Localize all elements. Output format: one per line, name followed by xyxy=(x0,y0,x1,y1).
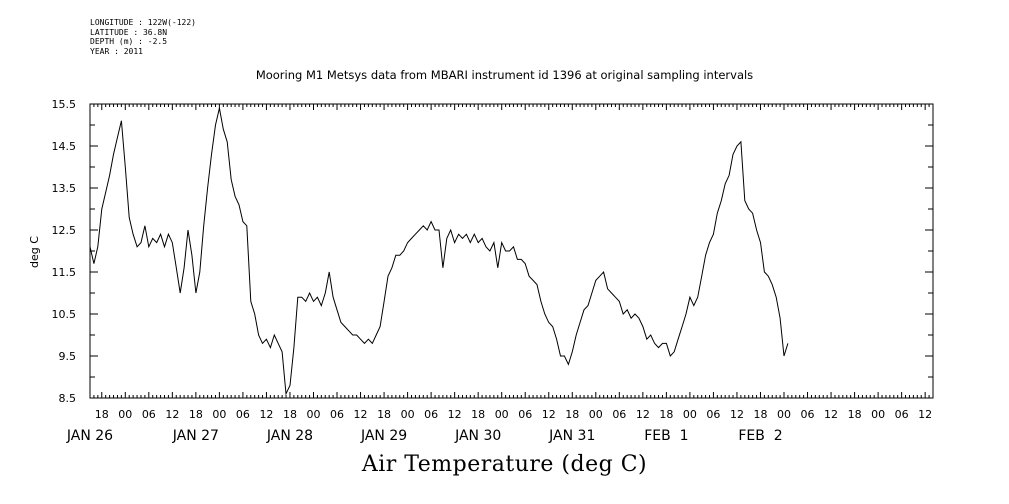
x-tick-label: 06 xyxy=(518,408,532,421)
x-tick-label: 06 xyxy=(801,408,815,421)
x-tick-label: 06 xyxy=(330,408,344,421)
chart-title: Mooring M1 Metsys data from MBARI instru… xyxy=(255,68,754,82)
series-line xyxy=(89,108,789,396)
x-tick-label: 06 xyxy=(424,408,438,421)
chart-caption: Air Temperature (deg C) xyxy=(361,452,648,477)
x-tick-label: 12 xyxy=(448,408,462,421)
meta-longitude: LONGITUDE : 122W(-122) xyxy=(90,18,196,27)
x-day-labels: JAN 26 JAN 27 JAN 28 JAN 29 JAN 30 JAN 31 FEB … xyxy=(66,428,783,444)
x-tick-label: 00 xyxy=(306,408,320,421)
x-tick-label: 18 xyxy=(565,408,579,421)
x-tick-label: 12 xyxy=(165,408,179,421)
x-tick-label: 18 xyxy=(377,408,391,421)
x-tick-label: 18 xyxy=(283,408,297,421)
x-tick-label: 00 xyxy=(871,408,885,421)
x-day-label: JAN 31 xyxy=(548,428,595,444)
x-day-label: JAN 29 xyxy=(360,428,407,444)
y-tick-labels: 8.5 9.5 10.5 11.5 12.5 13.5 14.5 15.5 xyxy=(52,98,77,405)
plot-frame xyxy=(89,103,934,399)
x-tick-label: 18 xyxy=(189,408,203,421)
x-tick-labels: 18 00 06 12 18 00 06 12 18 00 06 12 18 00 06 12 18 00 06 12… xyxy=(95,408,932,421)
x-tick-label: 00 xyxy=(589,408,603,421)
y-axis-label: deg C xyxy=(28,236,41,268)
y-tick-label: 15.5 xyxy=(52,98,77,111)
meta-depth: DEPTH (m) : -2.5 xyxy=(90,37,168,46)
x-day-label: JAN 26 xyxy=(66,428,113,444)
x-tick-label: 12 xyxy=(636,408,650,421)
x-tick-label: 06 xyxy=(706,408,720,421)
x-day-label: FEB 2 xyxy=(738,428,782,444)
meta-latitude: LATITUDE : 36.8N xyxy=(90,27,168,37)
x-tick-label: 12 xyxy=(259,408,273,421)
y-tick-label: 11.5 xyxy=(52,266,77,279)
y-tick-label: 13.5 xyxy=(52,182,77,195)
x-tick-label: 18 xyxy=(95,408,109,421)
x-tick-label: 00 xyxy=(118,408,132,421)
meta-year: YEAR : 2011 xyxy=(90,46,143,56)
y-tick-label: 10.5 xyxy=(52,308,77,321)
x-tick-label: 06 xyxy=(895,408,909,421)
x-tick-label: 06 xyxy=(236,408,250,421)
y-tick-label: 12.5 xyxy=(52,224,77,237)
y-tick-label: 14.5 xyxy=(52,140,77,153)
x-tick-label: 12 xyxy=(824,408,838,421)
x-tick-label: 00 xyxy=(495,408,509,421)
x-tick-label: 00 xyxy=(212,408,226,421)
x-day-label: JAN 30 xyxy=(454,428,501,444)
x-tick-label: 06 xyxy=(612,408,626,421)
x-tick-label: 18 xyxy=(659,408,673,421)
x-day-label: JAN 28 xyxy=(266,428,313,444)
x-tick-label: 00 xyxy=(777,408,791,421)
x-tick-label: 00 xyxy=(401,408,415,421)
x-tick-label: 18 xyxy=(471,408,485,421)
x-tick-label: 18 xyxy=(848,408,862,421)
x-day-label: JAN 27 xyxy=(172,428,219,444)
axis-ticks xyxy=(89,103,934,399)
x-tick-label: 00 xyxy=(683,408,697,421)
x-tick-label: 12 xyxy=(730,408,744,421)
x-tick-label: 06 xyxy=(142,408,156,421)
x-tick-label: 12 xyxy=(918,408,932,421)
y-tick-label: 9.5 xyxy=(59,350,77,363)
metadata-block: LONGITUDE : 122W(-122) LATITUDE : 36.8N … xyxy=(90,18,196,56)
x-tick-label: 18 xyxy=(753,408,767,421)
x-day-label: FEB 1 xyxy=(644,428,688,444)
x-tick-label: 12 xyxy=(542,408,556,421)
x-tick-label: 12 xyxy=(354,408,368,421)
y-tick-label: 8.5 xyxy=(59,392,77,405)
